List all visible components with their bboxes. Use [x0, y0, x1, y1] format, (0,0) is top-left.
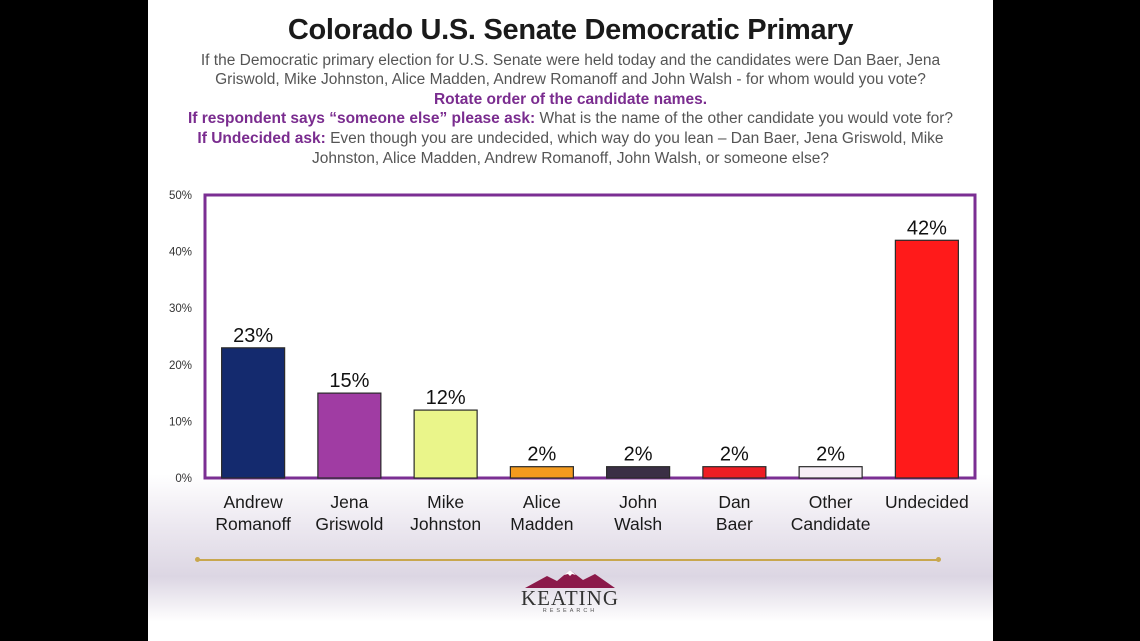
category-label: Madden [510, 514, 573, 534]
category-label: Jena [330, 492, 368, 512]
y-tick-label: 10% [169, 416, 192, 428]
someone-else-text: What is the name of the other candidate … [535, 110, 954, 127]
someone-else-label: If respondent says “someone else” please… [187, 110, 536, 127]
divider-right-dot [936, 557, 941, 562]
data-label: 2% [720, 444, 749, 466]
bar [798, 466, 863, 479]
chart-title: Colorado U.S. Senate Democratic Primary [287, 14, 854, 46]
data-label: 42% [907, 217, 947, 239]
bar [317, 392, 382, 479]
undecided-label: If Undecided ask: [197, 130, 326, 147]
undecided-text-line-1: Even though you are undecided, which way… [325, 130, 944, 147]
category-label: Griswold [315, 514, 383, 534]
data-label: 15% [329, 370, 369, 392]
divider-line [195, 557, 941, 562]
category-label: Mike [427, 492, 464, 512]
data-label: 2% [816, 444, 845, 466]
category-label: Undecided [885, 492, 969, 512]
category-label: Candidate [791, 514, 871, 534]
undecided-text-line-2: Johnston, Alice Madden, Andrew Romanoff,… [312, 150, 829, 167]
category-label: Other [809, 492, 853, 512]
rotate-note: Rotate order of the candidate names. [433, 91, 708, 108]
bar [221, 347, 286, 479]
data-label: 23% [233, 325, 273, 347]
bar [606, 466, 671, 479]
data-label: 2% [527, 444, 556, 466]
y-tick-label: 20% [169, 360, 192, 372]
category-label: Romanoff [215, 514, 291, 534]
category-label: Dan [718, 492, 750, 512]
category-label: John [619, 492, 657, 512]
y-tick-label: 50% [169, 190, 192, 202]
y-tick-label: 30% [169, 303, 192, 315]
logo-name: KEATING [521, 586, 619, 610]
keating-logo: KEATING RESEARCH [515, 566, 625, 626]
logo-subtitle: RESEARCH [542, 608, 598, 614]
bar [509, 466, 574, 479]
data-label: 12% [426, 387, 466, 409]
mountain-logo-icon [525, 570, 615, 588]
question-line-2: Griswold, Mike Johnston, Alice Madden, A… [215, 71, 926, 88]
y-tick-label: 40% [169, 247, 192, 259]
slide: Colorado U.S. Senate Democratic Primary … [148, 0, 993, 641]
plot-frame [203, 193, 977, 480]
category-label: Alice [523, 492, 561, 512]
category-label: Johnston [410, 514, 481, 534]
question-line-1: If the Democratic primary election for U… [200, 52, 941, 69]
category-label: Baer [716, 514, 753, 534]
category-label: Andrew [223, 492, 283, 512]
bar [413, 409, 478, 479]
category-label: Walsh [614, 514, 662, 534]
bar [894, 239, 959, 479]
undecided-instruction: If Undecided ask: Even though you are un… [148, 129, 993, 149]
someone-else-instruction: If respondent says “someone else” please… [148, 109, 993, 129]
y-tick-label: 0% [175, 473, 192, 485]
bar [702, 466, 767, 479]
data-label: 2% [624, 444, 653, 466]
divider-left-dot [195, 557, 200, 562]
